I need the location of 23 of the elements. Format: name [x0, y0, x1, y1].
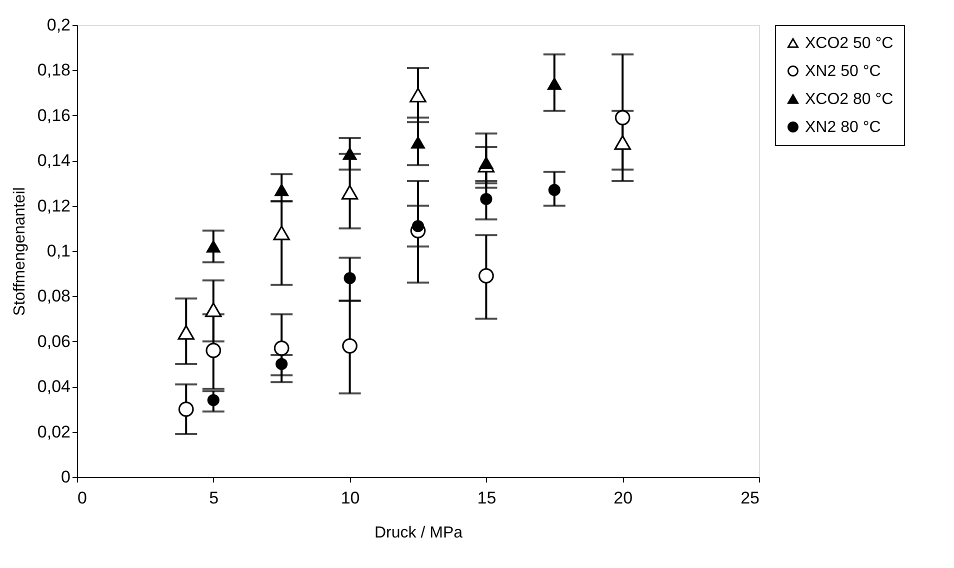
y-axis-title: Stoffmengenanteil: [11, 187, 28, 316]
x-tick-label: 25: [740, 488, 760, 508]
y-tick-label: 0: [61, 468, 70, 486]
legend-label: XN2 80 °C: [805, 119, 881, 136]
legend-label: XN2 50 °C: [805, 63, 881, 80]
x-axis-title: Druck / MPa: [374, 524, 463, 542]
x-tick-label: 20: [614, 488, 633, 508]
y-tick-label: 0,1: [46, 242, 70, 260]
legend-label: XCO2 50 °C: [805, 35, 894, 52]
x-tick-label: 5: [209, 488, 219, 508]
y-tick-label: 0,08: [37, 286, 70, 306]
y-tick-label: 0,14: [37, 151, 70, 170]
x-tick-label: 15: [477, 488, 496, 508]
x-tick-label: 10: [340, 488, 360, 508]
y-tick-label: 0,02: [37, 422, 70, 442]
y-tick-label: 0,16: [37, 106, 70, 125]
y-tick-label: 0,12: [37, 196, 70, 216]
y-tick-label: 0,18: [37, 60, 70, 80]
y-tick-label: 0,06: [37, 332, 70, 351]
y-tick-label: 0,04: [37, 377, 70, 396]
y-tick-label: 0,2: [46, 16, 70, 34]
x-tick-label: 0: [78, 488, 87, 508]
legend-label: XCO2 80 °C: [805, 91, 894, 108]
